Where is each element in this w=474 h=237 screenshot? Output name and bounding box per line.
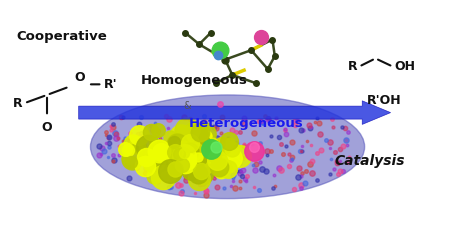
- Text: &: &: [183, 100, 191, 110]
- Text: OH: OH: [394, 60, 415, 73]
- FancyArrow shape: [79, 101, 391, 124]
- Text: Catalysis: Catalysis: [334, 154, 405, 168]
- Text: O: O: [74, 71, 84, 84]
- Text: R: R: [12, 97, 22, 110]
- Text: R: R: [348, 60, 358, 73]
- Text: O: O: [42, 121, 52, 134]
- Text: Homogeneous: Homogeneous: [141, 74, 248, 87]
- Text: Heterogeneous: Heterogeneous: [189, 117, 304, 130]
- Text: R'OH: R'OH: [367, 94, 401, 107]
- Ellipse shape: [91, 95, 365, 199]
- Text: R': R': [104, 78, 118, 91]
- Text: Cooperative: Cooperative: [17, 30, 108, 42]
